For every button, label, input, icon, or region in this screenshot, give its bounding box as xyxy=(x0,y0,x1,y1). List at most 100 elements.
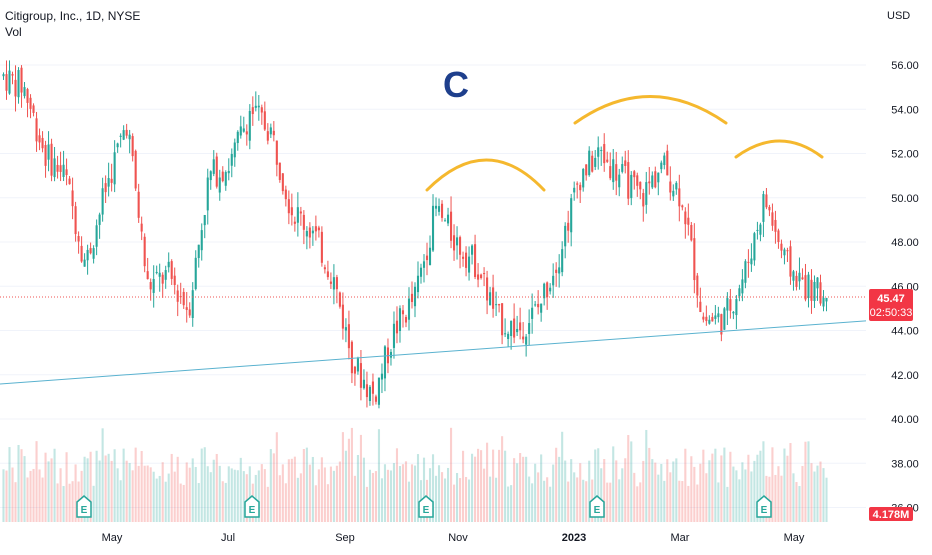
candle[interactable] xyxy=(540,303,543,322)
candle[interactable] xyxy=(8,60,11,95)
candle[interactable] xyxy=(161,272,164,298)
candle[interactable] xyxy=(591,150,594,173)
candle[interactable] xyxy=(783,247,786,265)
candle[interactable] xyxy=(624,150,627,174)
candle[interactable] xyxy=(134,149,137,191)
candle[interactable] xyxy=(50,138,53,182)
candle[interactable] xyxy=(206,168,209,225)
candle[interactable] xyxy=(777,228,780,249)
candle[interactable] xyxy=(561,241,564,277)
candle[interactable] xyxy=(398,305,402,343)
candle[interactable] xyxy=(675,181,678,195)
candle[interactable] xyxy=(146,257,149,280)
candle[interactable] xyxy=(320,226,323,267)
candle[interactable] xyxy=(771,203,774,231)
candle[interactable] xyxy=(657,172,660,196)
candle[interactable] xyxy=(11,71,14,85)
candle[interactable] xyxy=(431,194,435,252)
candle[interactable] xyxy=(89,242,92,255)
candle[interactable] xyxy=(353,365,356,386)
candle[interactable] xyxy=(669,166,672,201)
earnings-marker[interactable]: E xyxy=(76,495,92,518)
candle[interactable] xyxy=(113,140,116,193)
candle[interactable] xyxy=(329,272,332,289)
candle[interactable] xyxy=(83,253,86,267)
candle[interactable] xyxy=(197,244,200,268)
candle[interactable] xyxy=(807,271,810,308)
candle[interactable] xyxy=(606,151,609,164)
candle[interactable] xyxy=(14,65,17,112)
candle[interactable] xyxy=(425,242,429,276)
candle[interactable] xyxy=(741,269,744,302)
candle[interactable] xyxy=(233,138,236,167)
candle[interactable] xyxy=(507,331,510,347)
candle[interactable] xyxy=(104,175,107,204)
candle[interactable] xyxy=(359,349,362,401)
candle[interactable] xyxy=(131,133,134,162)
candle[interactable] xyxy=(621,156,624,174)
candle[interactable] xyxy=(173,267,176,295)
candle[interactable] xyxy=(639,181,642,200)
candle[interactable] xyxy=(501,303,504,345)
candle[interactable] xyxy=(77,231,80,254)
candle[interactable] xyxy=(269,123,272,139)
candle[interactable] xyxy=(167,252,170,273)
candle[interactable] xyxy=(627,150,630,206)
candle[interactable] xyxy=(609,152,612,181)
candle[interactable] xyxy=(651,171,654,190)
candle[interactable] xyxy=(603,133,606,172)
candle[interactable] xyxy=(86,244,89,275)
candle[interactable] xyxy=(645,171,648,214)
candle[interactable] xyxy=(642,188,645,222)
candle[interactable] xyxy=(290,193,293,226)
candle[interactable] xyxy=(194,250,197,291)
candle[interactable] xyxy=(62,150,65,182)
candle[interactable] xyxy=(549,283,552,295)
candle[interactable] xyxy=(579,182,582,204)
candle[interactable] xyxy=(92,245,95,264)
candle[interactable] xyxy=(101,177,104,222)
candle[interactable] xyxy=(648,167,651,195)
candle[interactable] xyxy=(696,272,699,308)
candle[interactable] xyxy=(762,190,765,238)
candle[interactable] xyxy=(452,224,456,261)
candle[interactable] xyxy=(239,115,242,139)
candle[interactable] xyxy=(810,269,813,314)
candle[interactable] xyxy=(302,210,305,245)
candle[interactable] xyxy=(29,94,32,119)
candle[interactable] xyxy=(750,243,753,272)
symbol-legend[interactable]: Citigroup, Inc., 1D, NYSE xyxy=(5,9,140,23)
candle[interactable] xyxy=(813,275,816,308)
candle[interactable] xyxy=(191,282,194,327)
candle[interactable] xyxy=(287,190,290,225)
candle[interactable] xyxy=(459,235,462,269)
candle[interactable] xyxy=(251,96,254,126)
candle[interactable] xyxy=(284,185,287,207)
candle[interactable] xyxy=(480,273,483,280)
candle[interactable] xyxy=(594,150,597,171)
candle[interactable] xyxy=(158,263,161,292)
candle[interactable] xyxy=(212,150,215,177)
candle[interactable] xyxy=(26,87,29,118)
candle[interactable] xyxy=(738,284,741,302)
candle[interactable] xyxy=(209,170,212,190)
candle[interactable] xyxy=(350,340,353,384)
candle[interactable] xyxy=(708,315,711,325)
candle[interactable] xyxy=(308,222,311,249)
candle[interactable] xyxy=(416,261,420,299)
candle[interactable] xyxy=(164,265,167,289)
candle[interactable] xyxy=(317,225,320,238)
time-axis-panel[interactable] xyxy=(0,522,866,550)
candle[interactable] xyxy=(711,312,714,322)
candle[interactable] xyxy=(56,155,59,179)
candle[interactable] xyxy=(188,302,191,318)
candle[interactable] xyxy=(468,246,471,281)
candle[interactable] xyxy=(732,310,735,320)
candle[interactable] xyxy=(699,287,702,313)
candle[interactable] xyxy=(80,236,83,263)
candle[interactable] xyxy=(678,174,681,222)
candle[interactable] xyxy=(404,314,408,328)
candle[interactable] xyxy=(20,65,23,108)
